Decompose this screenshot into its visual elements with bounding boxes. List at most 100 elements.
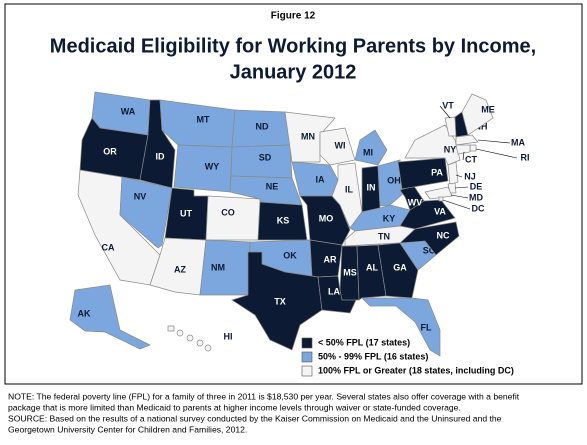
title: Medicaid Eligibility for Working Parents…: [50, 35, 536, 57]
state-label: WY: [205, 161, 220, 171]
state-label: DE: [470, 181, 483, 191]
leader-line: [439, 105, 451, 119]
state: [119, 176, 173, 249]
state-label: MN: [301, 131, 315, 141]
state: [356, 244, 387, 301]
state: [167, 325, 175, 332]
state-label: NV: [134, 191, 147, 201]
legend-label: 50% - 99% FPL (16 states): [318, 351, 428, 361]
state-label: SD: [259, 152, 272, 162]
state: [69, 284, 151, 350]
island: [204, 344, 212, 352]
legend-swatch: [301, 351, 313, 363]
state-label: TX: [274, 296, 286, 306]
state-label: NM: [211, 262, 225, 272]
state-label: FL: [421, 322, 432, 332]
state-label: NE: [266, 181, 279, 191]
state-label: CT: [465, 154, 477, 164]
state-label: AL: [366, 262, 378, 272]
legend-label: < 50% FPL (17 states): [318, 337, 410, 347]
figure-label: Figure 12: [271, 11, 316, 22]
state-label: SC: [423, 245, 436, 255]
state-label: OR: [103, 146, 117, 156]
state-label: MS: [343, 267, 357, 277]
state-label: KY: [383, 213, 396, 223]
state-label: MA: [511, 137, 525, 147]
leader-line: [442, 199, 471, 210]
state: [331, 162, 363, 229]
state-label: AR: [324, 254, 337, 264]
leader-line: [475, 148, 518, 159]
leader-line: [462, 151, 465, 161]
state: [339, 245, 360, 301]
state-label: ID: [156, 151, 166, 161]
note-line: Georgetown University Center for Childre…: [8, 424, 247, 434]
legend-swatch: [301, 337, 313, 349]
state: [469, 144, 477, 152]
state-label: WV: [408, 197, 423, 207]
state: [205, 195, 261, 241]
island: [186, 334, 194, 342]
state-label: RI: [521, 152, 530, 162]
island: [176, 329, 184, 337]
state-label: CO: [221, 207, 235, 217]
island: [196, 339, 204, 347]
leader-line: [477, 139, 511, 144]
notes: NOTE: The federal poverty line (FPL) for…: [8, 391, 520, 434]
state-label: AZ: [174, 264, 186, 274]
legend-label: 100% FPL or Greater (18 states, includin…: [318, 365, 514, 375]
note-line: NOTE: The federal poverty line (FPL) for…: [8, 391, 520, 401]
state-label: OK: [283, 250, 297, 260]
state: [455, 144, 471, 155]
state-label: UT: [180, 208, 192, 218]
state: [361, 297, 441, 357]
state-label: ME: [481, 104, 495, 114]
state-label: IL: [345, 184, 354, 194]
state-label: OH: [387, 175, 401, 185]
legend: < 50% FPL (17 states) 50% - 99% FPL (16 s…: [301, 337, 514, 377]
state-label: IA: [316, 174, 326, 184]
state-label: WA: [121, 106, 136, 116]
state: [377, 242, 419, 299]
state: [199, 239, 251, 296]
state-label: NY: [444, 144, 457, 154]
state-label: VT: [442, 100, 454, 110]
state-label: DC: [472, 203, 485, 213]
note-line: package that is more limited than Medica…: [8, 402, 461, 412]
state-label: ND: [256, 121, 269, 131]
note-line: SOURCE: Based on the results of a nation…: [8, 413, 502, 423]
state: [231, 251, 323, 351]
state-label: PA: [431, 167, 443, 177]
title: January 2012: [230, 61, 357, 83]
state-label: AK: [78, 308, 91, 318]
state: [354, 129, 388, 166]
legend-swatch: [301, 365, 313, 377]
us-map: WA OR CA ID NV MT WY UT CO AZ NM ND SD NE KS OK TX MN IA MO…: [69, 91, 530, 357]
state: [461, 93, 494, 136]
state-label: MO: [319, 213, 334, 223]
state: [447, 161, 459, 186]
state-label: HI: [224, 331, 233, 341]
state: [438, 196, 444, 202]
state-label: MI: [363, 147, 373, 157]
state-label: NC: [437, 230, 450, 240]
state-label: LA: [328, 286, 340, 296]
state-label: MT: [197, 114, 210, 124]
state: [319, 127, 356, 166]
state-label: IN: [367, 182, 376, 192]
state: [424, 186, 453, 200]
state: [173, 144, 233, 193]
state-label: CA: [102, 242, 115, 252]
state-label: GA: [393, 262, 407, 272]
state-label: MD: [469, 192, 483, 202]
state-label: TN: [378, 231, 390, 241]
state-label: WI: [335, 140, 346, 150]
state: [455, 134, 479, 146]
leader-line: [455, 174, 463, 178]
state: [377, 159, 406, 207]
leader-line: [450, 194, 469, 199]
state: [397, 157, 449, 190]
state-label: KS: [277, 215, 290, 225]
